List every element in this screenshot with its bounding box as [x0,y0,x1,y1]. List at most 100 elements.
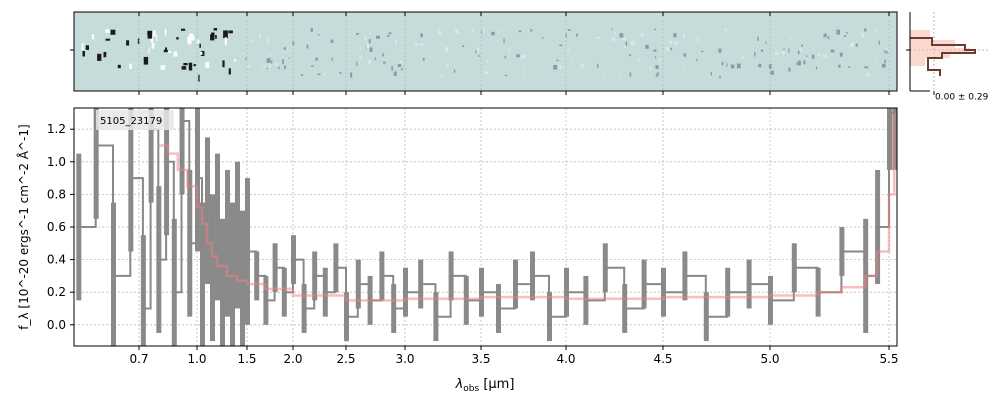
spectrum-2d-pixel [292,41,295,46]
spectrum-2d-pixel [315,57,318,61]
spectrum-2d-pixel [444,47,449,52]
spectrum-2d-pixel [619,33,624,38]
spectrum-2d-pixel [200,51,203,55]
spectrum-2d-pixel [611,28,613,31]
spectrum-2d-pixel [670,47,673,51]
spectrum-2d-pixel [440,73,443,77]
spectrum-2d-pixel [339,72,342,75]
spectrum-2d-pixel [765,41,767,44]
spectrum-2d-pixel [599,40,602,43]
spectrum-2d-pixel [401,67,403,71]
spectrum-2d-pixel [503,38,505,44]
spectrum-2d-pixel [387,35,390,38]
spectrum-2d-pixel [793,48,795,50]
spectrum-2d-pixel [485,71,489,75]
spectrum-2d-pixel [683,63,685,66]
spectrum-2d-pixel [262,65,266,68]
spectrum-2d-pixel [866,72,870,77]
spectrum-2d-pixel [299,56,301,59]
spectrum-2d-pixel [803,60,806,65]
spectrum-2d-pixel [768,64,772,69]
y-tick-label: 0.4 [47,253,66,267]
spectrum-2d-pixel [82,51,85,57]
spectrum-2d-pixel [356,33,360,35]
spectrum-2d-pixel [830,49,835,53]
spectrum-2d-pixel [415,43,419,46]
y-tick-label: 1.2 [47,122,66,136]
spectrum-2d-pixel [518,30,522,33]
spectrum-2d-pixel [193,64,196,67]
spectrum-2d-pixel [881,63,886,68]
spectrum-2d-pixel [719,75,721,79]
spectrum-2d-pixel [365,44,370,49]
spectrum-2d-pixel [210,34,215,41]
spectrum-2d-pixel [137,38,140,44]
spectrum-2d-pixel [462,45,465,47]
spectrum-2d-pixel [198,74,200,82]
spectrum-2d-pixel [530,29,533,32]
spectrum-2d-pixel [760,49,764,52]
spectrum-2d-pixel [855,43,858,47]
spectrum-2d-pixel [797,60,801,66]
spectrum-2d-pixel [330,31,332,34]
spectrum-2d-pixel [758,63,762,68]
spectrum-2d-pixel [374,57,376,60]
spectrum-2d-pixel [270,60,273,64]
spectrum-2d-pixel [890,28,892,31]
spectrum-2d-pixel [595,37,600,39]
spectrum-2d-pixel [183,63,188,66]
spectrum-2d-pixel [368,39,371,44]
spectrum-2d-pixel [269,63,271,69]
spectrum-2d-pixel [350,72,353,78]
spectrum-2d-pixel [222,60,225,68]
x-axis-label-unit: [μm] [479,377,514,392]
spectrum-2d-pixel [637,58,641,61]
spectrum-2d-pixel [815,66,818,70]
spectrum-2d-pixel [845,32,848,34]
spectrum-2d-pixel [654,56,657,59]
spectrum-2d-pixel [268,54,271,56]
spectrum-2d-pixel [788,67,791,72]
spectrum-2d-pixel [306,44,309,49]
spectrum-2d-pixel [126,40,130,46]
spectrum-2d-pixel [782,48,785,50]
spectrum-2d-pixel [200,50,205,56]
spectrum-2d-pixel [701,50,704,53]
spectrum-2d-pixel [193,35,195,41]
spectrum-2d-pixel [105,29,110,33]
spectrum-2d-pixel [655,74,659,77]
spectrum-2d-pixel [659,58,661,63]
histogram-panel: 0.00 ± 0.29 [906,12,989,103]
spectrum-2d-pixel [625,41,628,47]
spectrum-2d-pixel [284,65,286,69]
spectrum-2d-pixel [117,64,121,69]
spectrum-2d-pixel [789,36,791,41]
spectrum-2d-pixel [250,39,253,42]
spectrum-2d-pixel [310,28,313,32]
spectrum-2d-pixel [885,48,889,52]
spectrum-2d-pixel [487,58,489,63]
spectrum-2d-pixel [553,65,558,70]
spectrum-2d-pixel [741,54,744,60]
spectrum-2d-pixel [281,51,283,53]
spectrum-2d-pixel [300,74,304,76]
spectrum-2d-pixel [836,29,840,35]
spectrum-2d-pixel [462,53,466,56]
spectrum-2d-pixel [683,53,687,57]
spectrum-2d-pixel [649,65,652,71]
model-spectrum-line [158,112,896,302]
spectrum-2d-pixel [653,49,657,52]
spectrum-2d-pixel [148,48,150,54]
spectrum-2d-pixel [103,51,107,58]
spectrum-2d-pixel [383,61,386,64]
spectrum-2d-pixel [623,45,627,49]
x-tick-label: 5.0 [760,352,779,366]
x-tick-label: 2.5 [336,352,355,366]
object-id-box [96,110,174,130]
spectrum-2d-pixel [151,42,155,49]
spectrum-2d-pixel [228,30,233,34]
spectrum-2d-pixel [199,43,201,48]
spectrum-2d-pixel [278,66,280,70]
spectrum-1d-panel: 0.7 1.0 1.5 2.0 2.5 3.0 3.5 4.0 4.5 5.0 5.5 0.0 0.2… [47,12,899,366]
